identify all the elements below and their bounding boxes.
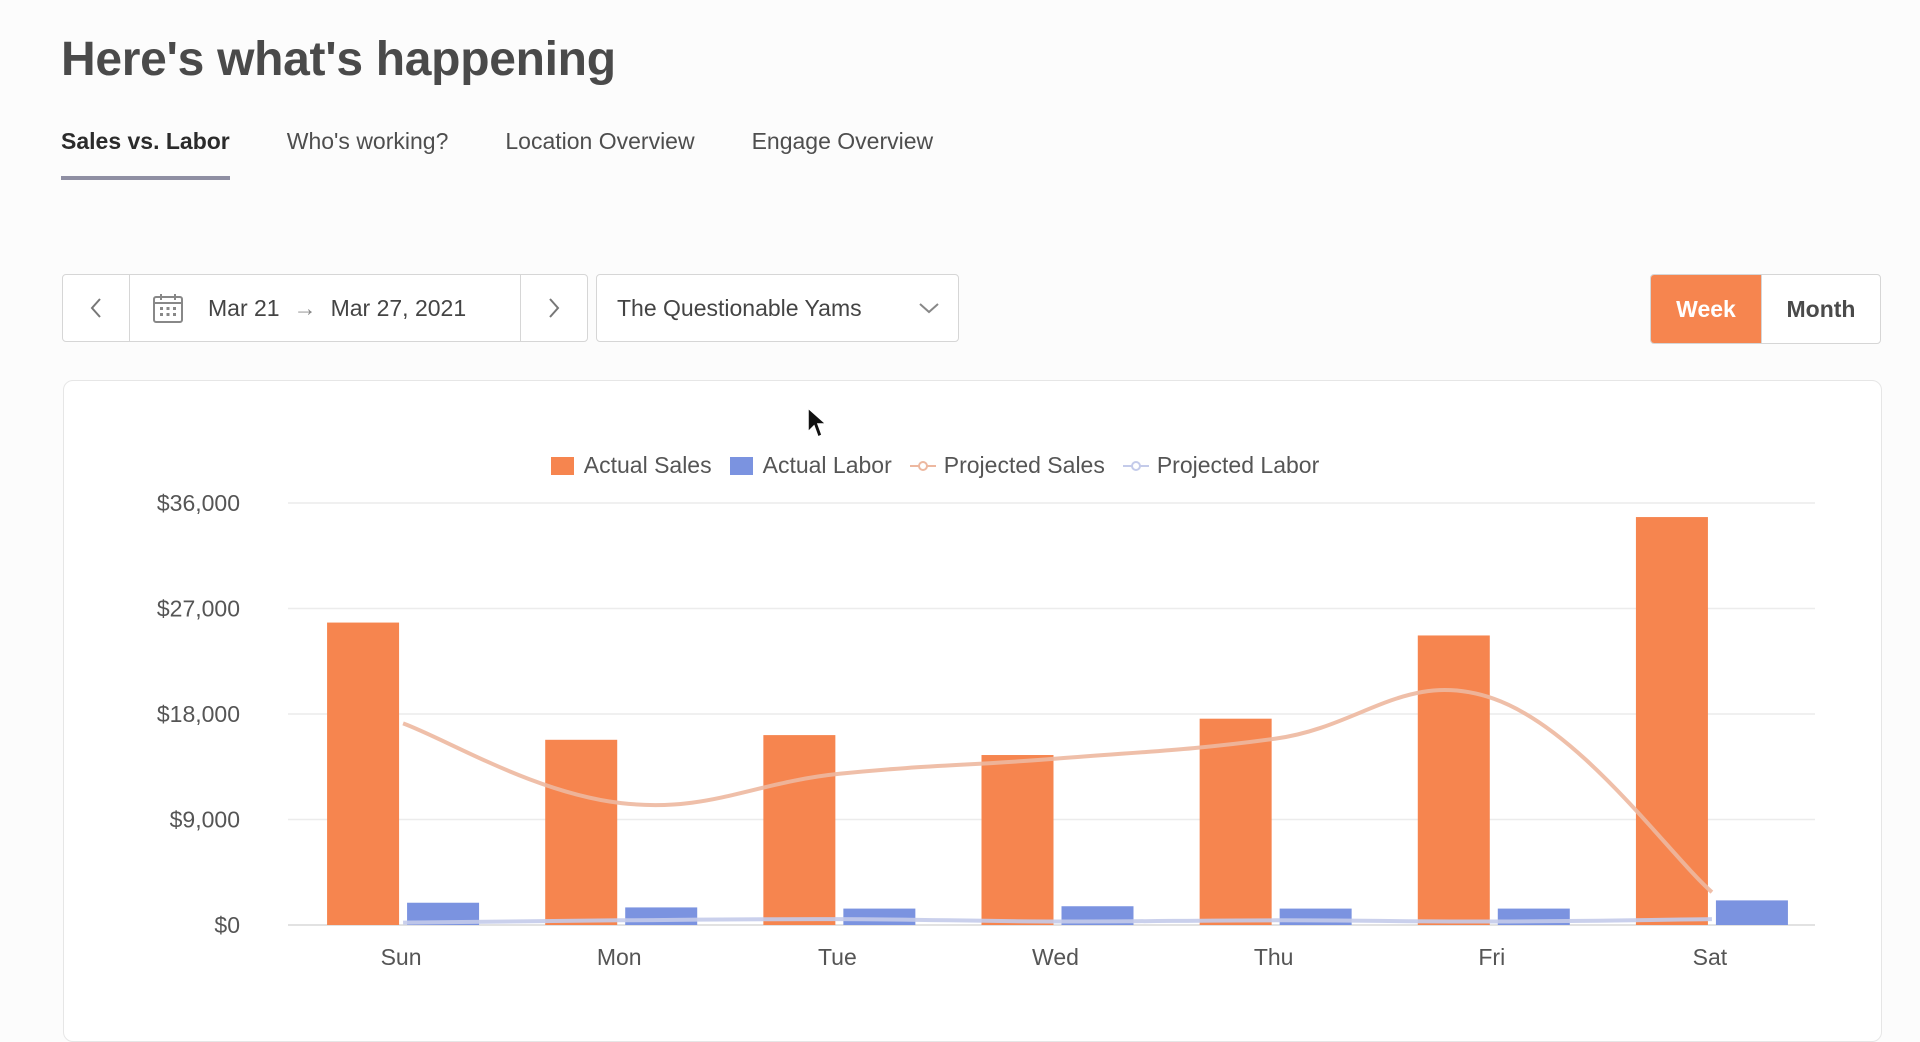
legend-swatch-actual-labor — [729, 456, 753, 475]
bar-actual-labor — [843, 908, 916, 925]
bar-actual-sales — [1635, 517, 1708, 925]
legend-actual-sales[interactable]: Actual Sales — [550, 452, 712, 479]
tab-engage-overview[interactable]: Engage Overview — [751, 128, 934, 154]
legend-swatch-projected-labor — [1122, 460, 1149, 471]
bar-actual-sales — [545, 739, 618, 925]
x-tick-label: Fri — [1478, 944, 1505, 970]
line-projected-labor — [403, 917, 1712, 925]
location-select[interactable]: The Questionable Yams — [596, 274, 959, 342]
tab-bar: Sales vs. Labor Who's working? Location … — [61, 126, 990, 180]
x-tick-label: Wed — [1032, 944, 1079, 970]
y-tick-label: $36,000 — [157, 490, 240, 516]
next-week-button[interactable] — [520, 275, 587, 341]
bar-actual-sales — [981, 755, 1054, 925]
legend-actual-labor[interactable]: Actual Labor — [729, 452, 892, 479]
period-toggle: Week Month — [1650, 274, 1881, 344]
x-tick-label: Mon — [597, 944, 642, 970]
date-range-end: Mar 27, 2021 — [330, 294, 467, 321]
legend-label-actual-labor: Actual Labor — [762, 452, 892, 478]
x-tick-label: Sun — [381, 944, 422, 970]
tab-whos-working[interactable]: Who's working? — [286, 128, 449, 154]
legend-swatch-projected-sales — [909, 460, 936, 471]
legend-label-projected-labor: Projected Labor — [1156, 452, 1320, 478]
legend-swatch-actual-sales — [550, 456, 574, 475]
bar-actual-labor — [625, 907, 698, 925]
y-tick-label: $9,000 — [170, 807, 240, 833]
legend-projected-labor[interactable]: Projected Labor — [1122, 452, 1320, 479]
y-tick-label: $0 — [214, 912, 240, 938]
mouse-cursor-icon — [807, 406, 828, 439]
chevron-down-icon — [919, 303, 939, 314]
legend-label-actual-sales: Actual Sales — [583, 452, 712, 478]
previous-week-button[interactable] — [63, 275, 130, 341]
y-tick-label: $27,000 — [157, 596, 240, 622]
legend-label-projected-sales: Projected Sales — [943, 452, 1105, 478]
chevron-right-icon — [549, 298, 560, 318]
tab-sales-vs-labor[interactable]: Sales vs. Labor — [61, 126, 230, 180]
x-tick-label: Thu — [1254, 944, 1294, 970]
line-projected-sales — [402, 688, 1714, 894]
bar-actual-labor — [407, 902, 480, 925]
y-tick-label: $18,000 — [157, 701, 240, 727]
date-range-picker: Mar 21 → Mar 27, 2021 — [62, 274, 588, 342]
sales-vs-labor-chart: $0 $9,000 $18,000 $27,000 $36,000 Sun Mon Tue We… — [157, 490, 1815, 970]
page-title: Here's what's happening — [61, 33, 616, 86]
bar-actual-sales — [327, 622, 400, 925]
location-select-value: The Questionable Yams — [617, 294, 862, 321]
x-tick-label: Sat — [1693, 944, 1728, 970]
bar-actual-labor — [1715, 900, 1788, 925]
chevron-left-icon — [90, 298, 101, 318]
calendar-icon — [153, 294, 183, 323]
bar-actual-sales — [763, 735, 836, 925]
tab-location-overview[interactable]: Location Overview — [505, 128, 695, 154]
week-button[interactable]: Week — [1651, 275, 1761, 343]
month-button[interactable]: Month — [1761, 275, 1880, 343]
chart-legend: Actual Sales Actual Labor Projected Sale… — [0, 452, 1920, 479]
bar-actual-sales — [1199, 718, 1272, 925]
date-range-start: Mar 21 — [208, 294, 280, 321]
x-tick-label: Tue — [818, 944, 857, 970]
arrow-right-icon: → — [293, 294, 317, 321]
bar-actual-sales — [1417, 635, 1490, 925]
legend-projected-sales[interactable]: Projected Sales — [909, 452, 1105, 479]
date-range-display[interactable]: Mar 21 → Mar 27, 2021 — [130, 292, 466, 324]
